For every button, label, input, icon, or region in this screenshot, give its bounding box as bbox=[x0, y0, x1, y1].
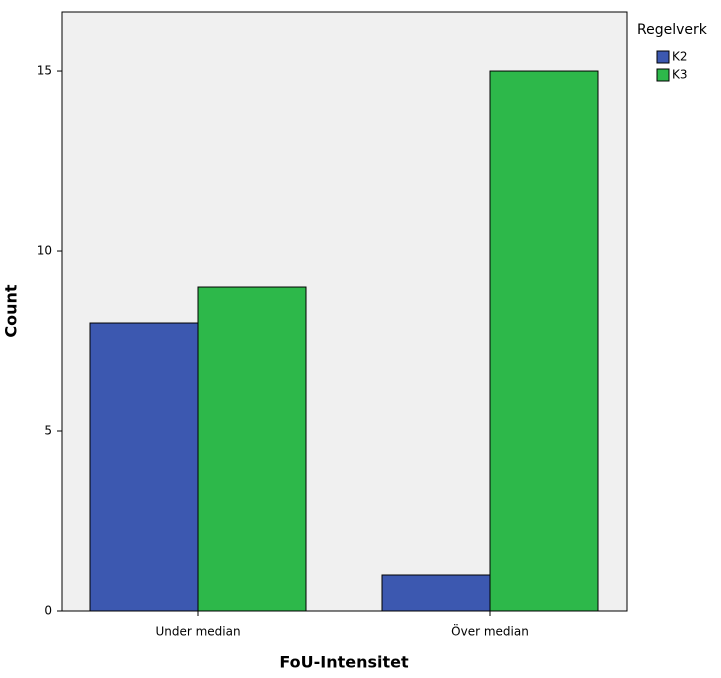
legend-title: Regelverk bbox=[637, 22, 708, 38]
y-tick-label: 0 bbox=[44, 604, 52, 618]
x-axis-label: FoU-Intensitet bbox=[279, 653, 409, 672]
legend-swatch bbox=[656, 68, 670, 82]
x-tick-label: Över median bbox=[451, 623, 529, 639]
legend-swatch bbox=[656, 50, 670, 64]
legend-label: K3 bbox=[672, 68, 688, 82]
y-tick-label: 10 bbox=[37, 244, 52, 258]
bar bbox=[89, 322, 199, 612]
y-tick-label: 15 bbox=[37, 64, 52, 78]
bar bbox=[489, 70, 599, 612]
bar bbox=[381, 574, 491, 612]
legend-label: K2 bbox=[672, 50, 688, 64]
bar bbox=[197, 286, 307, 612]
x-tick-label: Under median bbox=[155, 625, 240, 639]
y-axis-label: Count bbox=[2, 284, 21, 338]
y-tick-label: 5 bbox=[44, 424, 52, 438]
